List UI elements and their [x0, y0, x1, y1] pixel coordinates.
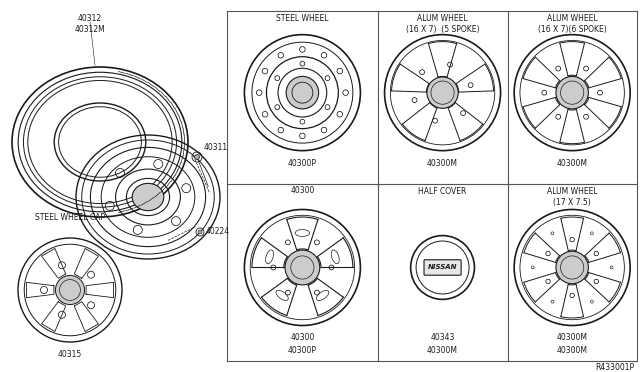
- Ellipse shape: [132, 183, 164, 211]
- Text: 40315: 40315: [58, 350, 82, 359]
- Text: STEEL WHEEL: STEEL WHEEL: [276, 14, 329, 23]
- Text: NISSAN: NISSAN: [428, 264, 458, 270]
- Ellipse shape: [198, 230, 202, 234]
- Text: ALUM WHEEL
(17 X 7.5): ALUM WHEEL (17 X 7.5): [547, 187, 598, 207]
- Text: HALF COVER: HALF COVER: [419, 187, 467, 196]
- Ellipse shape: [195, 154, 200, 160]
- Text: 40300M: 40300M: [427, 158, 458, 168]
- Text: 40300M: 40300M: [557, 333, 588, 343]
- Text: 40343: 40343: [430, 333, 455, 343]
- Text: 40300M: 40300M: [427, 346, 458, 355]
- Text: 40300: 40300: [290, 333, 315, 343]
- Text: ALUM WHEEL
(16 X 7)  (5 SPOKE): ALUM WHEEL (16 X 7) (5 SPOKE): [406, 14, 479, 34]
- Ellipse shape: [427, 77, 458, 108]
- Ellipse shape: [285, 250, 320, 285]
- Ellipse shape: [556, 76, 588, 109]
- Ellipse shape: [286, 76, 319, 109]
- Text: 40300P: 40300P: [288, 346, 317, 355]
- Text: 40300M: 40300M: [557, 158, 588, 168]
- Text: ALUM WHEEL
(16 X 7)(6 SPOKE): ALUM WHEEL (16 X 7)(6 SPOKE): [538, 14, 607, 34]
- Ellipse shape: [56, 275, 84, 305]
- FancyBboxPatch shape: [424, 260, 461, 275]
- Text: STEEL WHEEL CAP: STEEL WHEEL CAP: [35, 213, 105, 222]
- Text: 40312
40312M: 40312 40312M: [75, 14, 106, 34]
- Text: R433001P: R433001P: [596, 363, 635, 372]
- Text: 40224: 40224: [206, 228, 230, 237]
- Text: 40311: 40311: [204, 143, 228, 152]
- Text: 40300: 40300: [290, 186, 315, 195]
- Text: 40300M: 40300M: [557, 346, 588, 355]
- Text: 40300P: 40300P: [288, 158, 317, 168]
- Ellipse shape: [556, 251, 588, 284]
